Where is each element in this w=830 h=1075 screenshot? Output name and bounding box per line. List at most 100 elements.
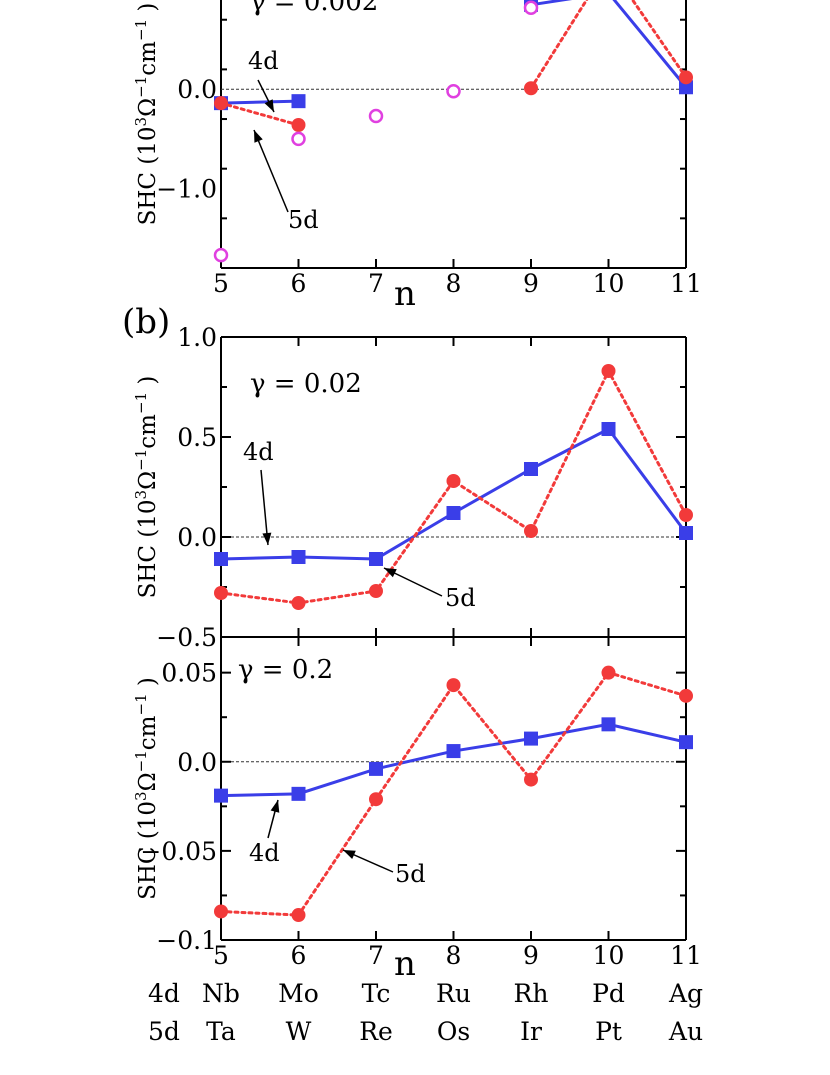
annotation-arrowhead-4d [262, 532, 272, 545]
data-point-5d [524, 772, 538, 787]
y-tick-label: 0.05 [161, 659, 217, 688]
annotation-arrowhead-5d [384, 568, 397, 578]
y-tick-label: 0.0 [177, 523, 217, 552]
annotation-arrowhead-4d [270, 800, 280, 813]
y-tick-label: 0.0 [177, 748, 217, 777]
element-4d-Mo: Mo [278, 979, 319, 1008]
panel-2: −0.5 0.0 0.5 1.0 SHC (103Ω−1cm−1 ) γ = 0.02 (b… [122, 302, 693, 652]
data-point-4d [214, 788, 228, 803]
data-point-open [446, 83, 461, 99]
data-point-5d [291, 117, 306, 132]
data-point-4d [369, 552, 383, 566]
element-4d-Tc: Tc [362, 979, 391, 1008]
data-point-5d [291, 908, 306, 923]
panels: 5 6 7 8 9 10 11 −1.0 0.0 SHC (103Ω−1cm−1 ) γ = 0.0… [122, 0, 702, 984]
annotation-arrowhead-5d [343, 850, 356, 859]
element-5d-Re: Re [359, 1017, 393, 1046]
data-point-5d [601, 665, 616, 680]
series-5d [214, 665, 693, 923]
x-axis-label: n [394, 944, 416, 984]
data-point-5d [291, 596, 306, 610]
data-point-4d [291, 550, 306, 564]
series-line-4d [530, 0, 688, 89]
data-point-4d [679, 526, 693, 540]
annotation-arrow-5d [253, 129, 289, 213]
series-group [213, 0, 693, 263]
annotation-4d: 4d [248, 47, 279, 75]
series-line-4d [220, 99, 299, 105]
x-tick-label: 7 [368, 941, 384, 970]
data-point-4d [291, 786, 306, 801]
annotation-arrowhead-4d [264, 99, 274, 112]
data-point-4d [601, 717, 616, 732]
y-tick-label: −1.0 [156, 175, 217, 204]
x-tick-label: 9 [523, 941, 539, 970]
series-group [214, 364, 693, 610]
data-point-5d [679, 70, 693, 85]
x-tick-label: 10 [593, 941, 625, 970]
x-tick-label: 5 [213, 941, 229, 970]
series-line-4d [220, 427, 688, 561]
y-tick-label: −0.5 [156, 623, 217, 652]
element-4d-Ru: Ru [436, 979, 471, 1008]
x-tick-label: 8 [446, 941, 462, 970]
element-4d-Ag: Ag [668, 979, 703, 1008]
series-4d [214, 422, 693, 566]
panel-1: 5 6 7 8 9 10 11 −1.0 0.0 SHC (103Ω−1cm−1 ) γ = 0.0… [132, 0, 702, 314]
series-group [214, 665, 693, 923]
gamma-label: γ = 0.02 [250, 369, 362, 399]
row-label-4d: 4d [148, 979, 180, 1008]
annotation-4d: 4d [243, 438, 274, 466]
data-point-5d [679, 508, 693, 522]
data-point-5d [214, 904, 228, 919]
series-line-4d [220, 722, 687, 798]
element-4d-Nb: Nb [202, 979, 240, 1008]
annotation-5d: 5d [288, 206, 319, 234]
x-tick-label: 9 [523, 269, 539, 298]
series-open [213, 0, 539, 263]
y-tick-label: −0.1 [156, 926, 217, 955]
annotation-5d: 5d [395, 860, 426, 888]
data-point-open [213, 247, 229, 263]
y-axis-label: SHC (103Ω−1cm−1 ) [132, 3, 161, 226]
data-point-open [523, 0, 539, 16]
y-tick-label: 1.0 [177, 323, 217, 352]
panel-label: (b) [122, 302, 170, 342]
data-point-4d [679, 735, 693, 750]
y-tick-label: 0.0 [177, 75, 217, 104]
x-tick-label: 11 [670, 269, 702, 298]
x-tick-label: 6 [291, 269, 307, 298]
element-5d-Ir: Ir [520, 1017, 542, 1046]
data-point-4d [369, 761, 383, 776]
series-line-5d [219, 101, 300, 127]
data-point-5d [214, 586, 228, 600]
element-table: 4d 5d Nb Mo Tc Ru Rh Pd Ag Ta W Re Os Ir Pt Au [148, 979, 703, 1046]
element-5d-Pt: Pt [595, 1017, 622, 1046]
data-point-4d [446, 744, 461, 759]
x-tick-label: 7 [368, 269, 384, 298]
x-axis-label: n [394, 274, 416, 314]
data-point-4d [524, 731, 538, 746]
series-5d [214, 364, 693, 610]
data-point-open [368, 108, 384, 124]
data-point-5d [369, 584, 383, 598]
data-point-4d [679, 80, 693, 95]
y-tick-label: 0.5 [177, 423, 217, 452]
x-tick-label: 6 [291, 941, 307, 970]
gamma-label: γ = 0.2 [238, 655, 333, 685]
data-point-5d [214, 96, 228, 111]
element-5d-W: W [286, 1017, 312, 1046]
element-5d-Au: Au [668, 1017, 703, 1046]
data-point-5d [679, 688, 693, 703]
series-5d [214, 0, 693, 132]
data-point-4d [524, 462, 538, 476]
data-point-5d [446, 678, 461, 693]
element-5d-Os: Os [437, 1017, 470, 1046]
annotation-4d: 4d [249, 839, 280, 867]
element-4d-Pd: Pd [592, 979, 625, 1008]
element-4d-Rh: Rh [514, 979, 549, 1008]
data-point-5d [524, 524, 538, 538]
y-tick-label: −0.05 [140, 837, 217, 866]
